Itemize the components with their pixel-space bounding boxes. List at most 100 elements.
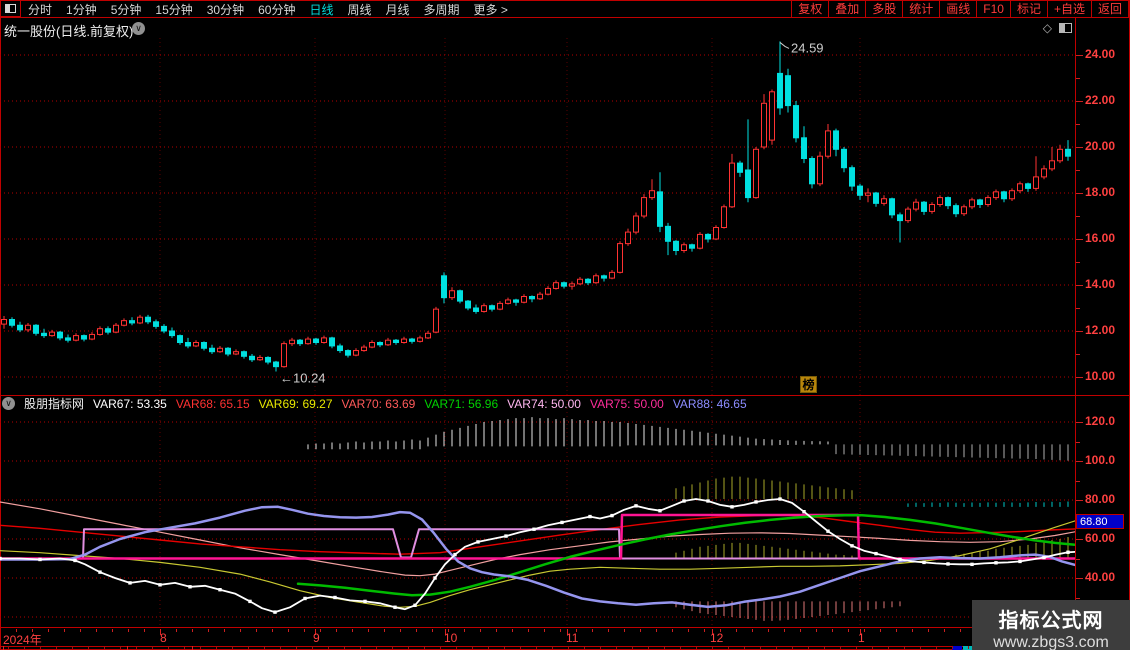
high-annotation: 24.59 (791, 40, 824, 55)
toolbar-button-1[interactable]: 叠加 (828, 0, 867, 18)
toolbar-button-7[interactable]: +自选 (1046, 0, 1092, 18)
cut-tick (200, 646, 201, 649)
pane-icon[interactable] (1059, 23, 1072, 33)
cut-tick (232, 646, 233, 649)
cut-tick (824, 646, 825, 649)
toolbar-item-1[interactable]: 1分钟 (66, 2, 97, 17)
date-label-10: 10 (444, 631, 458, 645)
price-tick (1076, 285, 1083, 286)
indicator-tick (1076, 558, 1080, 560)
date-label-2024年: 2024年 (3, 633, 42, 647)
cut-tick (712, 646, 713, 649)
toolbar-item-8[interactable]: 月线 (385, 2, 410, 17)
cut-tick (440, 646, 441, 649)
toolbar-button-4[interactable]: 画线 (939, 0, 978, 18)
date-tick (864, 629, 865, 632)
cut-divider (127, 646, 128, 650)
toolbar-item-0[interactable]: 分时 (28, 2, 53, 17)
indicator-header: ∨ 股朋指标网 VAR67: 53.35 VAR68: 65.15 VAR69: 6… (2, 396, 747, 411)
date-tick (912, 629, 913, 632)
toolbar-button-8[interactable]: 返回 (1090, 0, 1129, 18)
VAR70-line (0, 501, 1075, 577)
price-tick (1076, 101, 1083, 102)
cut-tick (760, 646, 761, 649)
date-tick (288, 629, 289, 632)
date-tick (592, 629, 593, 632)
indicator-var-VAR70: VAR70: 63.69 (341, 396, 416, 411)
cut-tick (360, 646, 361, 649)
indicator-value-marker: 68.80 (1076, 513, 1124, 529)
price-tick (1076, 216, 1080, 217)
toolbar-item-9[interactable]: 多周期 (423, 2, 460, 17)
cut-tick (776, 646, 777, 649)
cut-tick (648, 646, 649, 649)
cut-divider (192, 646, 193, 650)
indicator-var-VAR74: VAR74: 50.00 (507, 396, 581, 411)
date-tick (800, 629, 801, 632)
cut-tick (488, 646, 489, 649)
cut-tick (184, 646, 185, 649)
toolbar-item-7[interactable]: 周线 (347, 2, 372, 17)
cut-tick (408, 646, 409, 649)
cut-tick (808, 646, 809, 649)
cut-tick (264, 646, 265, 649)
cut-tick (40, 646, 41, 649)
toolbar-button-6[interactable]: 标记 (1009, 0, 1048, 18)
title-dropdown-icon[interactable]: ∨ (132, 22, 145, 35)
stock-title: 统一股份(日线.前复权) (4, 24, 134, 39)
toolbar-item-10[interactable]: 更多 > (473, 2, 508, 17)
cut-tick (872, 646, 873, 649)
date-tick (704, 629, 705, 632)
price-tick (1076, 354, 1080, 355)
cut-tick (600, 646, 601, 649)
cut-tick (936, 646, 937, 649)
VAR71-line (296, 513, 1075, 597)
indicator-source-label[interactable]: 股朋指标网 (24, 397, 85, 411)
date-tick (272, 629, 273, 632)
VAR88-line (0, 505, 1075, 609)
date-tick (48, 629, 49, 632)
cut-tick (152, 646, 153, 649)
toolbar-button-5[interactable]: F10 (976, 0, 1011, 18)
date-tick (736, 629, 737, 632)
date-tick (672, 629, 673, 632)
layout-button[interactable] (0, 0, 21, 17)
toolbar-item-4[interactable]: 30分钟 (206, 2, 245, 17)
toolbar-item-3[interactable]: 15分钟 (155, 2, 193, 17)
cut-tick (376, 646, 377, 649)
watermark: 指标公式网 www.zbgs3.com (972, 600, 1130, 650)
cut-tick (696, 646, 697, 649)
date-tick (960, 629, 961, 632)
price-label-14.00: 14.00 (1085, 277, 1116, 291)
toolbar-item-6[interactable]: 日线 (309, 2, 334, 17)
indicator-tick (1076, 441, 1080, 443)
cut-tick (136, 646, 137, 649)
toolbar-button-3[interactable]: 统计 (902, 0, 941, 18)
rank-badge[interactable]: 榜 (800, 376, 817, 393)
price-label-22.00: 22.00 (1085, 93, 1116, 107)
indicator-tick (1076, 578, 1083, 579)
period-menu: 分时 1分钟 5分钟 15分钟 30分钟 60分钟 日线 周线 月线 多周期 更多 > (28, 0, 508, 18)
indicator-dropdown-icon[interactable]: ∨ (2, 397, 15, 410)
indicator-tick (1076, 480, 1080, 482)
date-tick (112, 629, 113, 632)
toolbar-button-2[interactable]: 多股 (865, 0, 904, 18)
cut-tick (856, 646, 857, 649)
cut-divider (3, 646, 4, 650)
toolbar-item-2[interactable]: 5分钟 (110, 2, 142, 17)
date-tick (528, 629, 529, 632)
date-axis[interactable]: 2024年 8 9 10 11 12 1 (0, 627, 1130, 647)
month-tick (712, 629, 713, 635)
main-chart-svg[interactable]: 24.59 ←10.24 (0, 38, 1075, 395)
toolbar-item-5[interactable]: 60分钟 (258, 2, 296, 17)
cut-tick (328, 646, 329, 649)
cut-tick (216, 646, 217, 649)
toolbar-button-0[interactable]: 复权 (791, 0, 830, 18)
indicator-chart-svg[interactable] (0, 400, 1075, 627)
cut-tick (424, 646, 425, 649)
period-toolbar: 分时 1分钟 5分钟 15分钟 30分钟 60分钟 日线 周线 月线 多周期 更多 > 复权 叠加 多股… (0, 0, 1130, 18)
date-tick (432, 629, 433, 632)
indicator-label-80.00: 80.00 (1085, 492, 1116, 506)
diamond-icon[interactable]: ◇ (1042, 21, 1052, 35)
